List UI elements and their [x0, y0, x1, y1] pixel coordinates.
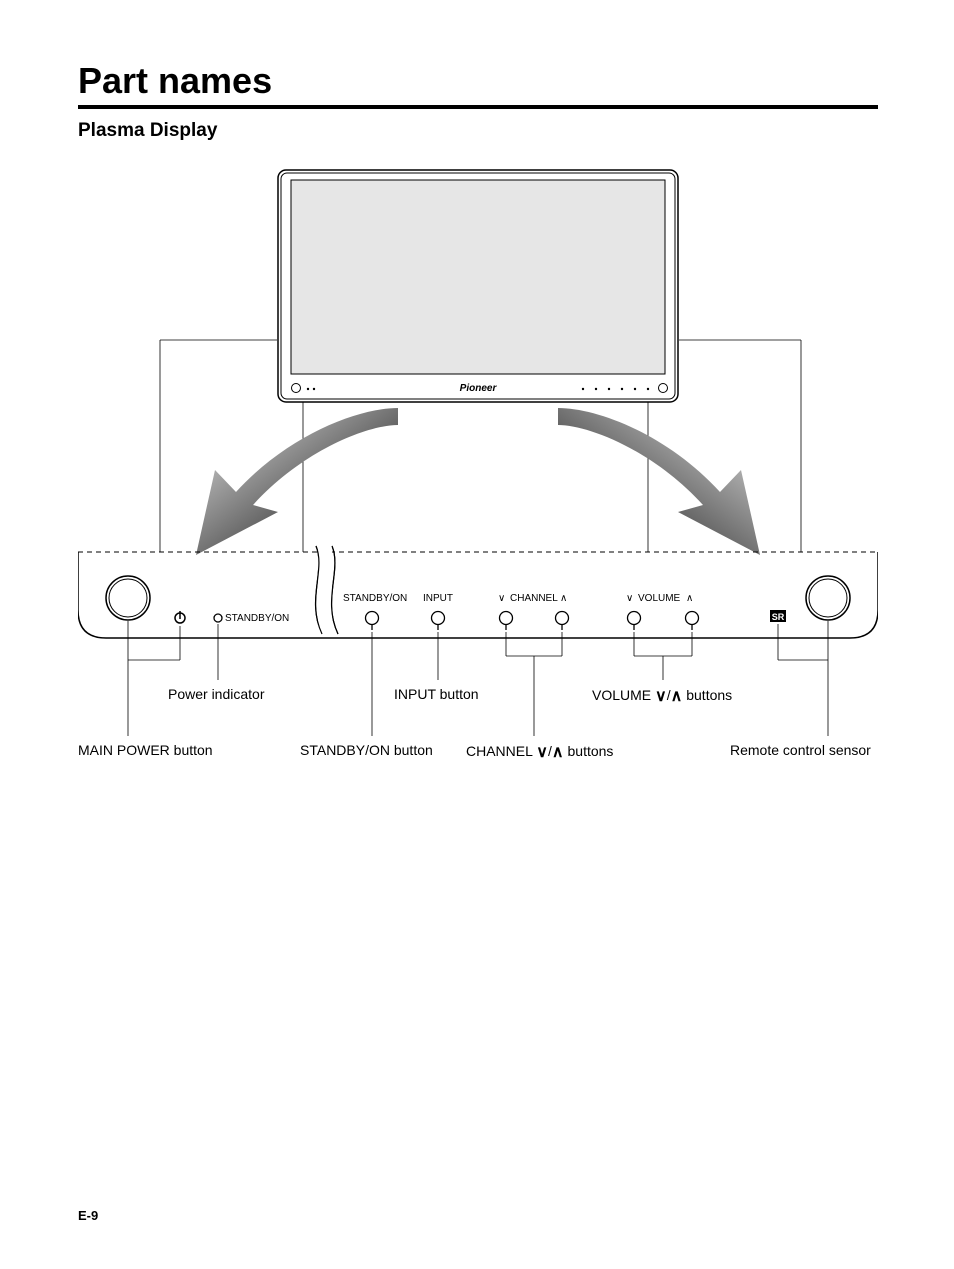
- sr-badge-icon: SR: [770, 610, 786, 622]
- page-title: Part names: [78, 60, 272, 102]
- chev-down-icon: ∨: [655, 688, 667, 705]
- panel-channel-up-chev: ∧: [560, 593, 567, 604]
- main-power-button-icon: [106, 576, 150, 620]
- panel-standby-on2-label: STANDBY/ON: [343, 593, 407, 604]
- chev-down-icon: ∨: [536, 744, 548, 761]
- panel-volume-down-chev: ∨: [626, 593, 633, 604]
- magnify-arrow-left: [196, 408, 398, 555]
- callout-channel-buttons: CHANNEL ∨/∧ buttons: [466, 742, 613, 762]
- chev-up-icon: ∧: [552, 744, 564, 761]
- callout-volume-post: buttons: [682, 687, 732, 703]
- callout-volume-pre: VOLUME: [592, 687, 655, 703]
- callout-channel-pre: CHANNEL: [466, 743, 536, 759]
- chev-up-icon: ∧: [671, 688, 683, 705]
- title-rule: [78, 105, 878, 109]
- standby-on-button-icon: [366, 612, 379, 631]
- panel-standby-on-label: STANDBY/ON: [225, 613, 289, 624]
- panel-channel-label: CHANNEL: [510, 593, 558, 604]
- power-symbol-icon: [175, 611, 185, 623]
- callout-standby-on-button: STANDBY/ON button: [300, 742, 433, 758]
- svg-text:SR: SR: [772, 612, 785, 622]
- callout-remote-sensor: Remote control sensor: [730, 742, 871, 758]
- tv-brand-label: Pioneer: [460, 383, 498, 394]
- panel-volume-label: VOLUME: [638, 593, 681, 604]
- volume-up-button-icon: [686, 612, 699, 631]
- panel-volume-up-chev: ∧: [686, 593, 693, 604]
- channel-down-button-icon: [500, 612, 513, 631]
- callout-channel-post: buttons: [564, 743, 614, 759]
- section-subtitle: Plasma Display: [78, 120, 217, 142]
- panel-channel-down-chev: ∨: [498, 593, 505, 604]
- panel-input-label: INPUT: [423, 593, 453, 604]
- callout-power-indicator: Power indicator: [168, 686, 265, 702]
- callout-main-power: MAIN POWER button: [78, 742, 213, 758]
- channel-up-button-icon: [556, 612, 569, 631]
- callout-volume-buttons: VOLUME ∨/∧ buttons: [592, 686, 732, 706]
- detail-panel: STANDBY/ON STANDBY/ON INPUT ∨ CHANNEL ∧: [78, 546, 878, 638]
- remote-sensor-icon: [806, 576, 850, 620]
- callout-input-button: INPUT button: [394, 686, 479, 702]
- manual-page: Part names Plasma Display Pioneer: [0, 0, 954, 1269]
- input-button-icon: [432, 612, 445, 631]
- page-number: E-9: [78, 1208, 98, 1223]
- magnify-arrow-right: [558, 408, 760, 555]
- standby-indicator-icon: [214, 614, 222, 622]
- volume-down-button-icon: [628, 612, 641, 631]
